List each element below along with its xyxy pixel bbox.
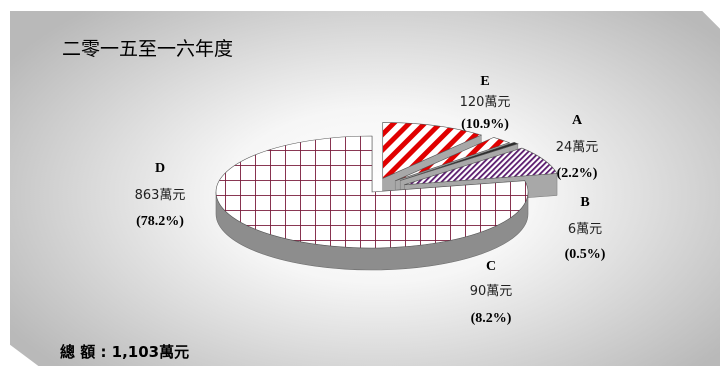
slice-label-e: E 120萬元 (10.9%) xyxy=(460,74,511,132)
slice-b xyxy=(400,142,519,181)
slice-label-a: A 24萬元 (2.2%) xyxy=(556,113,599,181)
total-label: 總 額 : 1,103萬元 xyxy=(60,343,189,361)
slice-a-percent: (2.2%) xyxy=(557,166,598,181)
slice-b-percent: (0.5%) xyxy=(565,247,606,262)
slice-d-name: D xyxy=(155,161,165,176)
pie-tops xyxy=(215,122,558,249)
slice-c-value: 90萬元 xyxy=(470,284,513,299)
slice-c-name: C xyxy=(486,259,496,274)
slice-e-percent: (10.9%) xyxy=(461,117,509,132)
slice-label-c: C 90萬元 (8.2%) xyxy=(470,259,513,326)
slice-d-percent: (78.2%) xyxy=(136,214,184,229)
slice-e-value: 120萬元 xyxy=(460,95,511,110)
slice-d xyxy=(215,135,529,249)
slice-a-value: 24萬元 xyxy=(556,140,599,155)
slice-label-d: D 863萬元 (78.2%) xyxy=(135,161,186,229)
slice-a-name: A xyxy=(572,113,583,128)
slice-e-name: E xyxy=(480,74,489,89)
slice-e xyxy=(382,122,483,179)
slice-a xyxy=(395,137,511,182)
slice-b-value: 6萬元 xyxy=(568,222,602,237)
chart-title: 二零一五至一六年度 xyxy=(62,38,233,60)
slice-b-name: B xyxy=(580,195,589,210)
slice-c-percent: (8.2%) xyxy=(471,311,512,326)
slice-label-b: B 6萬元 (0.5%) xyxy=(565,195,606,262)
slice-c xyxy=(404,147,558,186)
slice-d-value: 863萬元 xyxy=(135,188,186,203)
